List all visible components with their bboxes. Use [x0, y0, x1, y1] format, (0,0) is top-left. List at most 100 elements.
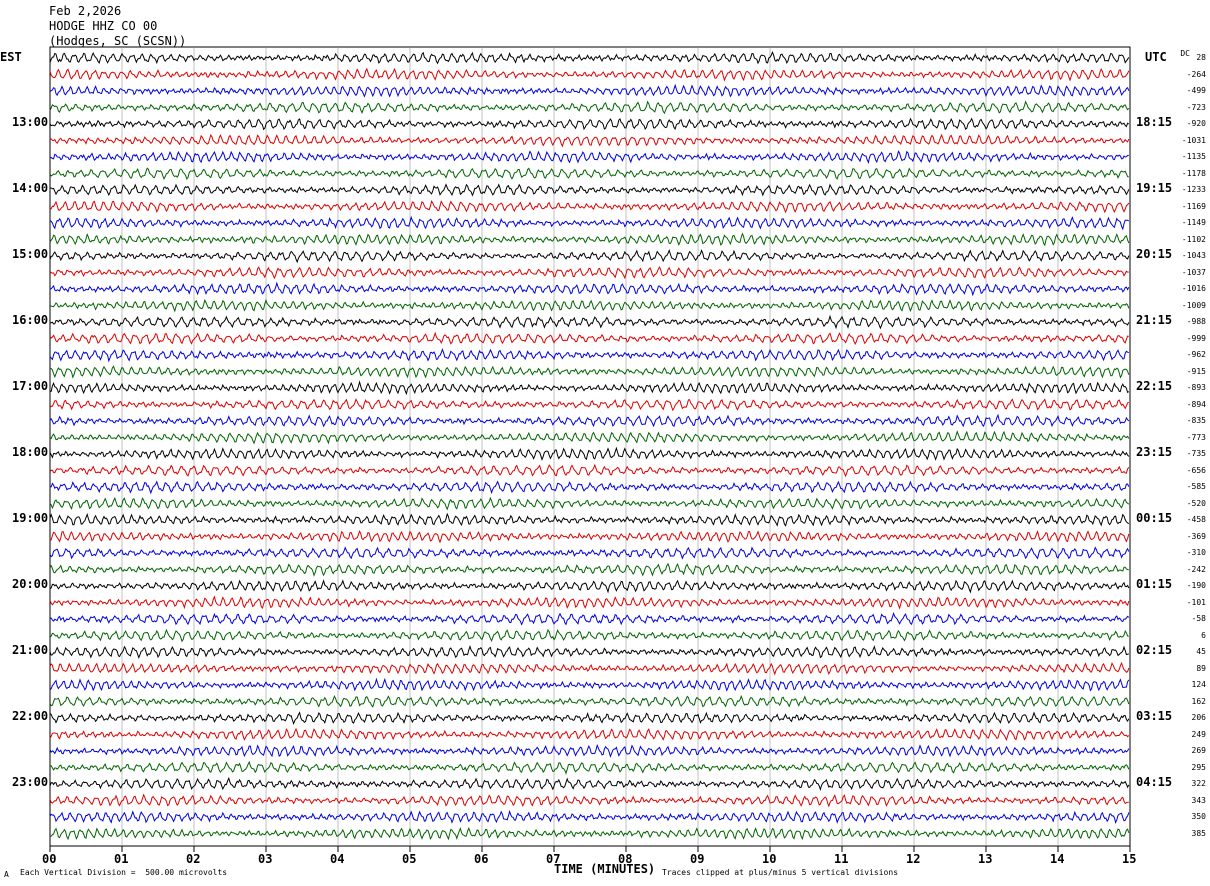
trace-row-35 [49, 628, 1129, 643]
header-date: Feb 2,2026 [49, 4, 122, 18]
x-axis-label: TIME (MINUTES) [554, 862, 656, 876]
trace-row-5 [49, 133, 1130, 148]
trace-row-37 [49, 661, 1130, 676]
trace-row-9 [49, 200, 1130, 214]
dc-offset-label: -264 [1186, 69, 1206, 79]
dc-offset-label: -58 [1191, 614, 1206, 623]
left-time-label: 14:00 [12, 181, 49, 195]
dc-offset-label: -1031 [1181, 135, 1206, 145]
trace-row-39 [49, 694, 1130, 708]
x-tick-label: 05 [402, 852, 417, 866]
dc-offset-label: 385 [1191, 828, 1206, 838]
dc-offset-label: 350 [1191, 812, 1206, 821]
plot-frame [49, 46, 1131, 847]
trace-row-31 [49, 562, 1129, 577]
dc-offset-label: 295 [1191, 762, 1206, 772]
dc-offset-label: -310 [1186, 548, 1206, 557]
dc-offset-label: -1178 [1181, 168, 1206, 178]
trace-row-7 [49, 167, 1129, 180]
left-time-label: 16:00 [12, 313, 49, 327]
trace-row-47 [49, 826, 1130, 841]
dc-offset-label: -585 [1186, 482, 1206, 491]
x-tick-label: 12 [906, 852, 921, 866]
dc-offset-label: -999 [1186, 333, 1206, 343]
dc-offset-label: -1169 [1181, 201, 1206, 211]
trace-row-38 [49, 677, 1130, 692]
dc-offset-label: 269 [1191, 746, 1206, 755]
x-tick-label: 14 [1050, 852, 1065, 866]
dc-offset-label: -988 [1186, 317, 1206, 326]
left-time-label: 21:00 [12, 643, 49, 657]
trace-row-40 [49, 711, 1130, 725]
trace-row-6 [49, 150, 1129, 165]
dc-offset-label: -723 [1186, 102, 1206, 112]
trace-row-10 [49, 215, 1130, 231]
dc-offset-label: -1043 [1181, 251, 1206, 260]
trace-row-16 [49, 314, 1130, 330]
right-time-label: 02:15 [1136, 643, 1173, 657]
right-time-label: 22:15 [1136, 379, 1173, 393]
right-time-label: 23:15 [1136, 445, 1173, 459]
clip-note: Traces clipped at plus/minus 5 vertical … [662, 868, 899, 877]
header-station: HODGE HHZ CO 00 [49, 19, 158, 33]
dc-offset-label: -520 [1186, 498, 1206, 508]
right-time-label: 20:15 [1136, 247, 1173, 261]
trace-row-44 [49, 776, 1130, 791]
x-tick-label: 06 [474, 852, 489, 866]
dc-offset-label: -1016 [1181, 284, 1206, 293]
dc-offset-label: -1102 [1181, 234, 1206, 244]
dc-label: DC [1180, 49, 1190, 58]
left-time-label: 23:00 [12, 775, 49, 789]
dc-offset-label: 162 [1191, 696, 1206, 706]
dc-offset-label: -920 [1186, 119, 1206, 128]
dc-offset-label: -962 [1186, 350, 1206, 359]
dc-offset-label: -499 [1186, 86, 1206, 95]
dc-offset-label: 249 [1191, 729, 1206, 739]
x-tick-label: 04 [330, 852, 345, 866]
trace-row-29 [49, 529, 1130, 544]
x-tick-label: 13 [978, 852, 993, 866]
trace-row-42 [49, 743, 1130, 758]
x-tick-label: 09 [690, 852, 705, 866]
dc-offset-label: -369 [1186, 531, 1206, 541]
x-tick-label: 03 [258, 852, 273, 866]
trace-row-28 [49, 512, 1130, 527]
trace-row-4 [49, 117, 1130, 131]
dc-offset-label: -101 [1186, 597, 1206, 607]
x-tick-label: 07 [546, 852, 561, 866]
trace-row-34 [49, 611, 1130, 626]
trace-row-46 [49, 809, 1130, 824]
dc-offset-label: 28 [1196, 53, 1206, 62]
left-time-label: 19:00 [12, 511, 49, 525]
x-tick-label: 02 [186, 852, 201, 866]
dc-offset-label: 6 [1201, 630, 1206, 640]
corner-mark: A [4, 870, 9, 879]
right-time-label: 03:15 [1136, 709, 1173, 723]
dc-offset-label: -1149 [1181, 218, 1206, 227]
trace-row-0 [49, 50, 1130, 65]
dc-offset-label: -1233 [1181, 185, 1206, 194]
trace-row-15 [49, 298, 1130, 313]
trace-row-1 [49, 67, 1130, 82]
dc-offset-label: 45 [1196, 647, 1206, 656]
right-time-label: 21:15 [1136, 313, 1173, 327]
dc-offset-label: 206 [1191, 713, 1206, 722]
dc-offset-label: -458 [1186, 515, 1206, 524]
scale-note: Each Vertical Division = 500.00 microvol… [20, 868, 228, 877]
x-tick-label: 10 [762, 852, 777, 866]
left-timezone: EST [0, 50, 22, 64]
trace-row-25 [49, 463, 1130, 478]
dc-offset-label: -735 [1186, 449, 1206, 458]
trace-row-21 [49, 398, 1129, 412]
trace-row-22 [49, 413, 1130, 428]
right-time-label: 00:15 [1136, 511, 1173, 525]
left-time-label: 15:00 [12, 247, 49, 261]
trace-row-33 [49, 595, 1130, 610]
right-time-label: 18:15 [1136, 115, 1173, 129]
dc-offset-label: -773 [1186, 432, 1206, 442]
dc-offset-label: -656 [1186, 465, 1206, 475]
dc-offset-label: -835 [1186, 416, 1206, 425]
dc-offset-label: -1135 [1181, 152, 1206, 161]
dc-offset-label: 89 [1196, 663, 1206, 673]
